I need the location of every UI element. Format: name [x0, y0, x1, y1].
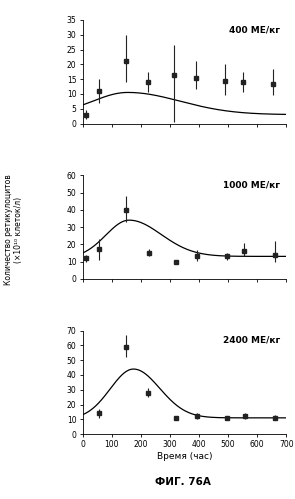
- X-axis label: Время (час): Время (час): [157, 452, 212, 461]
- Text: Количество ретикулоцитов
(×10¹⁰ клеток/л): Количество ретикулоцитов (×10¹⁰ клеток/л…: [4, 174, 23, 285]
- Text: 1000 МЕ/кг: 1000 МЕ/кг: [223, 181, 280, 190]
- Text: 2400 МЕ/кг: 2400 МЕ/кг: [223, 336, 280, 345]
- Text: 400 МЕ/кг: 400 МЕ/кг: [229, 25, 280, 34]
- Text: ФИГ. 76А: ФИГ. 76А: [155, 477, 211, 487]
